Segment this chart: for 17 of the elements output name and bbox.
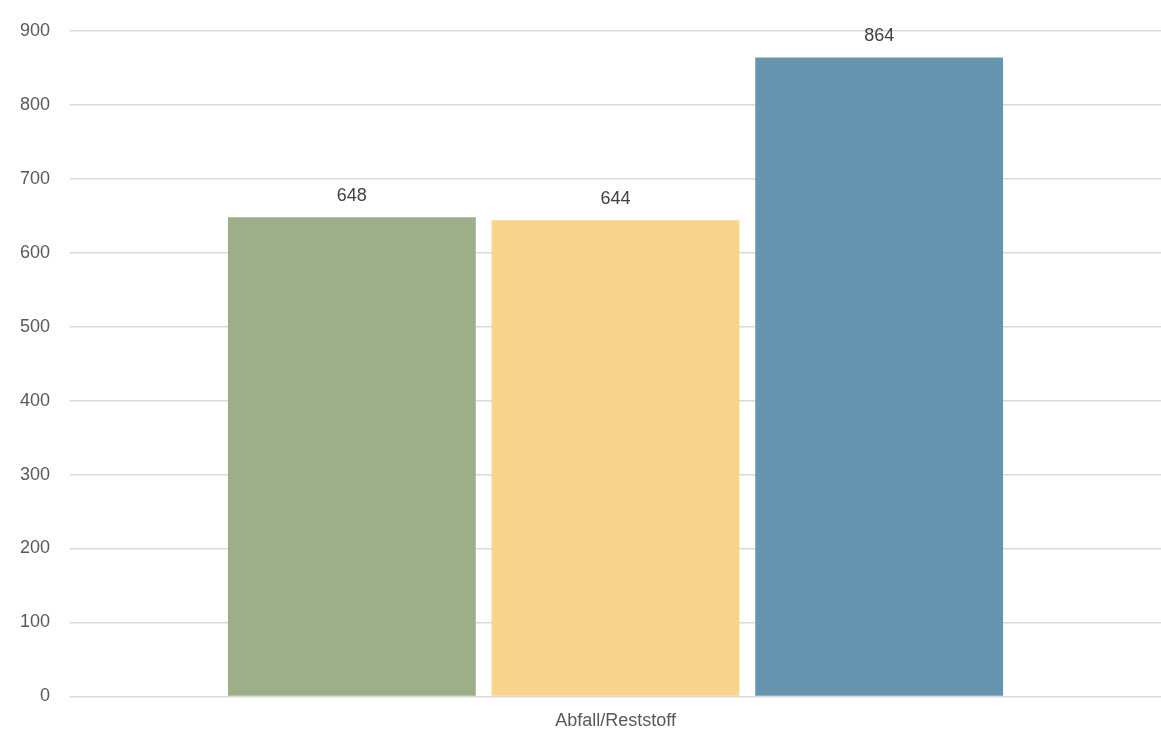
data-label: 648 [336,185,367,206]
y-tick-label: 0 [40,685,51,706]
bar [491,220,740,696]
y-tick-label: 400 [19,389,51,410]
y-tick-label: 600 [19,241,51,262]
bar [755,57,1004,696]
y-tick-label: 300 [19,463,51,484]
bar [227,217,476,696]
y-tick-label: 100 [19,611,51,632]
x-tick-label: Abfall/Reststoff [555,710,677,731]
y-tick-label: 700 [19,167,51,188]
y-tick-label: 200 [19,537,51,558]
y-tick-label: 800 [19,93,51,114]
data-label: 644 [600,188,631,209]
y-tick-label: 500 [19,315,51,336]
y-tick-label: 900 [19,19,51,40]
data-label: 864 [864,25,895,46]
